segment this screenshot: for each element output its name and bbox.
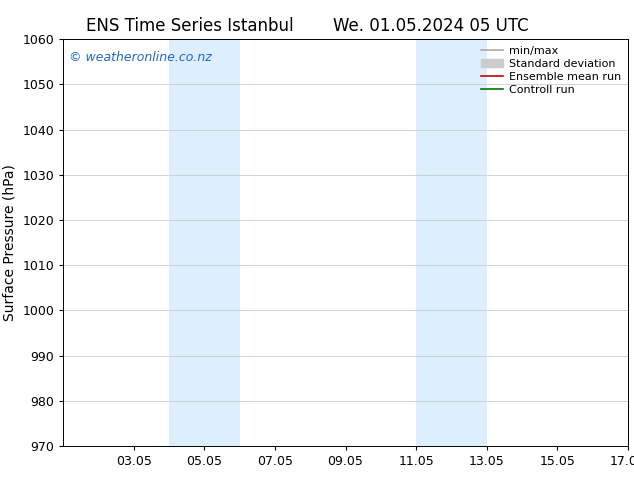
Bar <box>416 39 451 446</box>
Text: We. 01.05.2024 05 UTC: We. 01.05.2024 05 UTC <box>333 17 529 35</box>
Bar <box>451 39 487 446</box>
Text: ENS Time Series Istanbul: ENS Time Series Istanbul <box>86 17 294 35</box>
Legend: min/max, Standard deviation, Ensemble mean run, Controll run: min/max, Standard deviation, Ensemble me… <box>477 43 624 98</box>
Bar <box>169 39 205 446</box>
Bar <box>205 39 240 446</box>
Text: © weatheronline.co.nz: © weatheronline.co.nz <box>69 51 212 64</box>
Y-axis label: Surface Pressure (hPa): Surface Pressure (hPa) <box>3 164 17 321</box>
